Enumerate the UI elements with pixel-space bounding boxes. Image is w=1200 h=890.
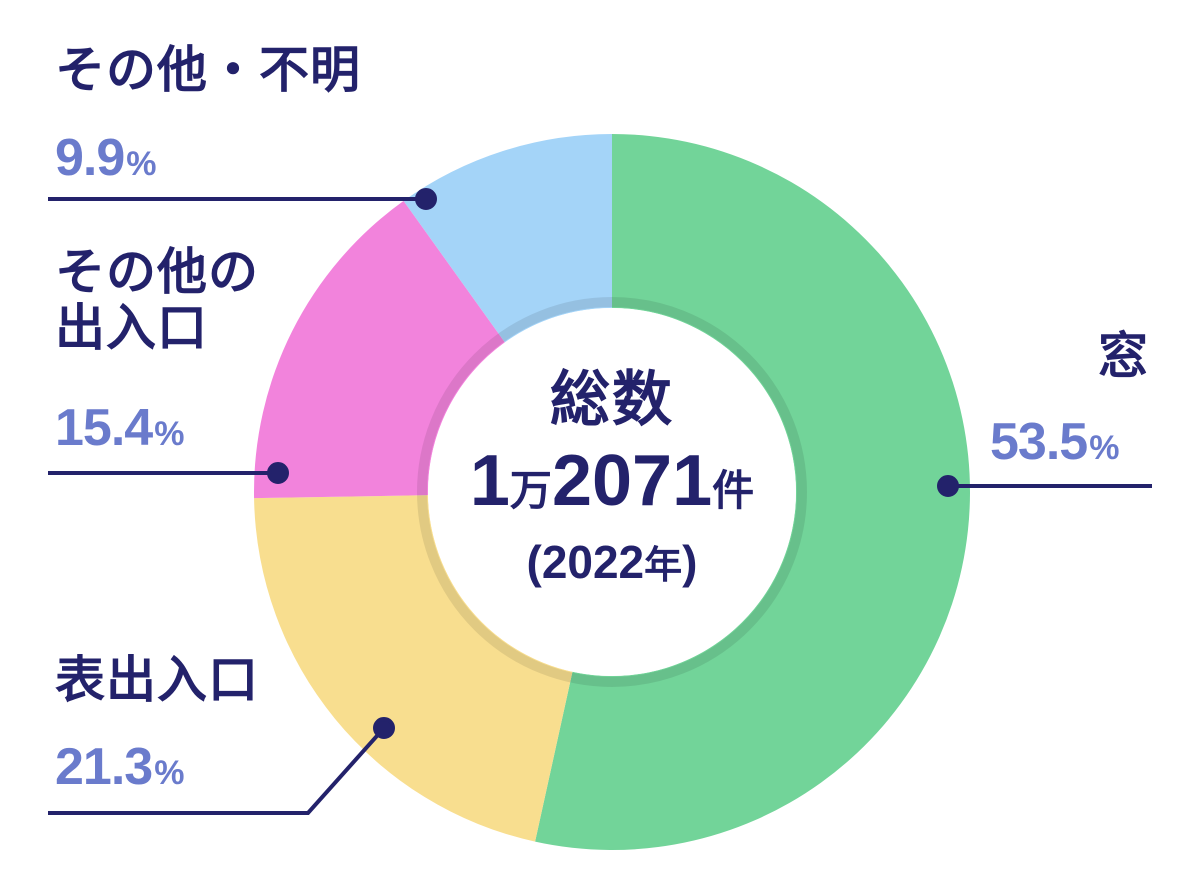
total-label: 総数	[550, 365, 674, 435]
leader-line-front-entrance	[48, 726, 386, 815]
percent-sign: %	[154, 754, 184, 792]
year-value: 2022	[541, 536, 645, 588]
slice-other-entrance	[254, 200, 505, 499]
percent-sign: %	[154, 415, 184, 453]
leader-dot-front-entrance	[373, 717, 395, 739]
total-count: 1万2071件	[427, 440, 797, 532]
label-other-unknown: その他・不明	[55, 41, 361, 99]
percent-sign: %	[126, 145, 156, 183]
label-front-entrance: 表出入口	[55, 651, 259, 709]
year-paren-open: (	[526, 536, 542, 588]
total-year: (2022年)	[427, 532, 797, 596]
label-window: 窓	[1098, 327, 1149, 385]
leader-dot-other-entrance	[267, 462, 289, 484]
percent-value: 9.9	[55, 129, 125, 187]
label-other-entrance: その他の 出入口	[55, 244, 259, 356]
label-other-entrance-line1: その他の	[55, 243, 259, 301]
year-paren-close: )	[682, 536, 698, 588]
percent-value: 53.5	[990, 413, 1088, 471]
donut-hole	[428, 308, 796, 676]
leader-lines	[48, 188, 1152, 815]
percent-sign: %	[1089, 429, 1119, 467]
leader-dot-window	[937, 475, 959, 497]
leader-dot-other-unknown	[415, 188, 437, 210]
donut-slices	[254, 134, 971, 850]
inner-shadow-ring	[417, 297, 807, 687]
total-count-rest: 2071	[551, 441, 713, 521]
percent-other-entrance: 15.4%	[55, 398, 184, 458]
donut-center-text: 総数 1万2071件 (2022年)	[427, 360, 797, 596]
total-count-prefix: 1	[469, 441, 510, 521]
slice-front-entrance	[254, 495, 573, 842]
percent-window: 53.5%	[990, 412, 1119, 472]
slice-window	[535, 134, 971, 850]
percent-front-entrance: 21.3%	[55, 737, 184, 797]
year-unit: 年	[644, 545, 683, 587]
percent-value: 21.3	[55, 738, 153, 796]
percent-value: 15.4	[55, 399, 153, 457]
total-count-unit: 件	[712, 467, 755, 514]
label-other-entrance-line2: 出入口	[55, 299, 208, 357]
total-count-man-unit: 万	[509, 467, 552, 514]
slice-other-unknown	[403, 134, 612, 343]
percent-other-unknown: 9.9%	[55, 128, 157, 188]
